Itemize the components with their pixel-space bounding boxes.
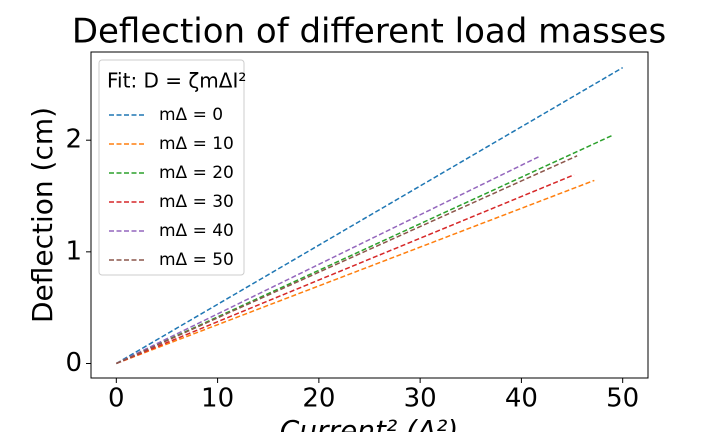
data-line <box>115 155 541 365</box>
x-tick-label: 20 <box>302 384 335 414</box>
x-tick-label: 0 <box>108 384 125 414</box>
y-tick-label: 1 <box>65 236 82 266</box>
legend-label: mΔ = 30 <box>159 192 234 212</box>
x-tick-label: 40 <box>505 384 538 414</box>
x-tick-label: 30 <box>404 384 437 414</box>
plot-frame <box>90 51 649 379</box>
y-axis-label: Deflection (cm) <box>26 107 59 323</box>
x-axis-label: Current² (A²) <box>280 414 459 432</box>
legend-label: mΔ = 40 <box>159 221 234 241</box>
legend-box <box>98 59 245 276</box>
legend-label: mΔ = 50 <box>159 250 234 270</box>
y-tick-label: 0 <box>65 348 82 378</box>
data-line <box>116 174 575 365</box>
data-line <box>116 155 578 365</box>
x-tick-label: 50 <box>606 384 639 414</box>
legend-label: mΔ = 0 <box>159 105 223 125</box>
y-tick-label: 2 <box>65 125 82 155</box>
legend-label: mΔ = 20 <box>159 163 234 183</box>
data-line <box>115 66 624 365</box>
x-tick-label: 10 <box>201 384 234 414</box>
data-line <box>116 179 595 365</box>
legend-title: Fit: D = ζmΔI² <box>107 69 246 93</box>
chart-title: Deflection of different load masses <box>72 12 666 52</box>
legend-label: mΔ = 10 <box>159 134 234 154</box>
